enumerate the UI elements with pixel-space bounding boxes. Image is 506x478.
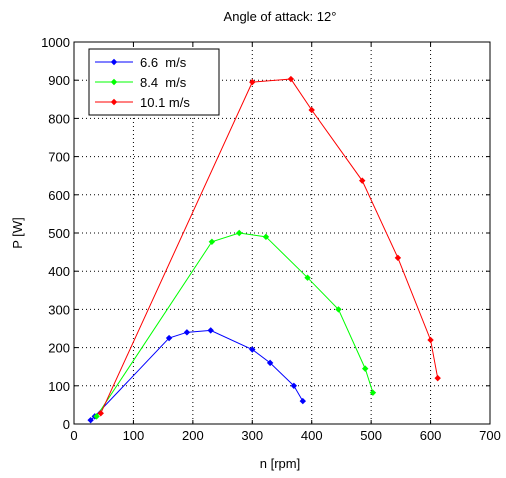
data-point-marker — [262, 233, 270, 241]
series-line — [100, 78, 439, 414]
x-tick-label: 300 — [241, 428, 263, 443]
series-line — [96, 232, 374, 417]
data-point-marker — [369, 389, 377, 396]
data-point-marker — [249, 78, 256, 86]
data-point-marker — [299, 397, 307, 405]
series-layer — [87, 75, 441, 424]
data-point-marker — [183, 329, 191, 336]
data-point-marker — [249, 346, 256, 353]
legend: 6.6 m/s 8.4 m/s 10.1 m/s — [88, 48, 220, 116]
axis-ticks: 0 100 200 300 400 500 600 700 0 100 200 300 400 500 60… — [41, 35, 501, 443]
x-tick-label: 600 — [420, 428, 442, 443]
legend-swatch-marker — [110, 98, 118, 106]
legend-label: 8.4 m/s — [140, 75, 187, 90]
data-point-marker — [97, 410, 104, 417]
legend-swatch-marker — [110, 58, 118, 66]
chart-title: Angle of attack: 12° — [224, 9, 337, 24]
legend-label: 6.6 m/s — [140, 55, 187, 70]
x-axis-label: n [rpm] — [260, 456, 300, 471]
x-tick-label: 400 — [301, 428, 323, 443]
legend-label: 10.1 m/s — [140, 95, 190, 110]
data-point-marker — [361, 365, 369, 372]
y-tick-label: 300 — [48, 302, 70, 317]
data-point-marker — [236, 229, 243, 237]
y-tick-label: 500 — [48, 226, 70, 241]
series-2 — [97, 75, 441, 417]
data-point-marker — [207, 327, 214, 334]
x-tick-label: 700 — [479, 428, 501, 443]
data-point-marker — [266, 359, 274, 367]
y-tick-label: 200 — [48, 341, 70, 356]
data-point-marker — [427, 336, 434, 344]
data-point-marker — [208, 238, 216, 245]
y-tick-label: 700 — [48, 150, 70, 165]
legend-swatch-marker — [110, 78, 118, 86]
data-point-marker — [394, 254, 402, 262]
x-tick-label: 500 — [360, 428, 382, 443]
y-tick-label: 600 — [48, 188, 70, 203]
x-tick-label: 0 — [70, 428, 77, 443]
y-tick-label: 1000 — [41, 35, 70, 50]
data-point-marker — [287, 75, 295, 83]
y-tick-label: 400 — [48, 264, 70, 279]
data-point-marker — [434, 374, 441, 382]
data-point-marker — [304, 274, 311, 281]
data-point-marker — [290, 382, 298, 390]
data-point-marker — [308, 106, 315, 114]
x-tick-label: 200 — [182, 428, 204, 443]
data-point-marker — [359, 177, 366, 184]
series-1 — [93, 229, 377, 420]
y-tick-label: 0 — [63, 417, 70, 432]
x-tick-label: 100 — [123, 428, 145, 443]
data-point-marker — [335, 306, 342, 313]
y-axis-label: P [W] — [10, 217, 25, 249]
data-point-marker — [87, 416, 94, 424]
data-point-marker — [93, 413, 100, 420]
y-tick-label: 100 — [48, 379, 70, 394]
data-point-marker — [165, 334, 173, 342]
y-tick-label: 900 — [48, 73, 70, 88]
y-tick-label: 800 — [48, 111, 70, 126]
